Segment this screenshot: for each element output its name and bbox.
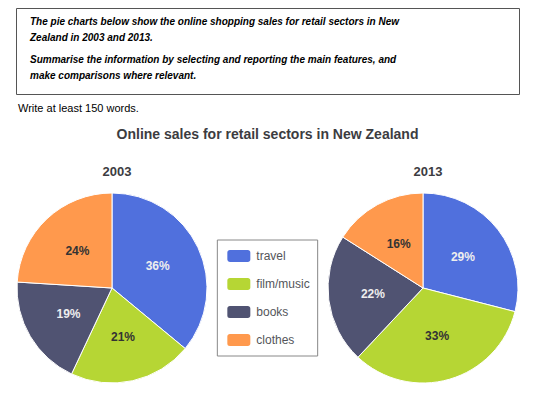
svg-text:clothes: clothes [256, 333, 294, 347]
svg-text:The pie charts below show the: The pie charts below show the online sho… [30, 16, 400, 27]
svg-text:Zealand in 2003 and 2013.: Zealand in 2003 and 2013. [29, 32, 153, 43]
svg-text:Write at least 150 words.: Write at least 150 words. [18, 102, 139, 114]
svg-text:2003: 2003 [103, 164, 132, 179]
svg-text:19%: 19% [57, 307, 81, 321]
svg-text:Online sales for retail sector: Online sales for retail sectors in New Z… [117, 126, 419, 142]
svg-text:36%: 36% [146, 259, 170, 273]
svg-text:21%: 21% [111, 330, 135, 344]
svg-text:Summarise the information by s: Summarise the information by selecting a… [30, 54, 397, 65]
svg-text:16%: 16% [387, 237, 411, 251]
svg-text:film/music: film/music [256, 277, 309, 291]
svg-text:33%: 33% [425, 329, 449, 343]
svg-text:make comparisons where relevan: make comparisons where relevant. [30, 70, 196, 81]
svg-text:24%: 24% [65, 244, 89, 258]
svg-text:22%: 22% [361, 287, 385, 301]
svg-text:travel: travel [256, 249, 285, 263]
svg-text:2013: 2013 [414, 164, 443, 179]
svg-text:29%: 29% [451, 250, 475, 264]
svg-text:books: books [256, 305, 288, 319]
